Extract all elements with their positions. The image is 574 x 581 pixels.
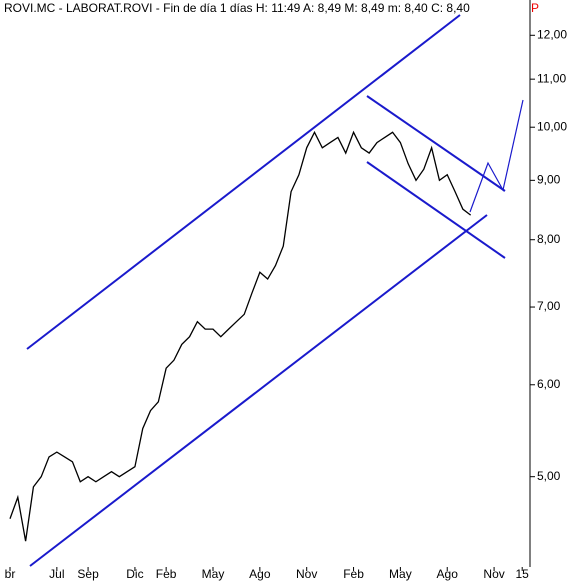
x-tick-label: Nov [296,567,317,581]
x-tick-label: Ago [437,567,459,581]
x-tick-label: Nov [483,567,504,581]
y-tick-label: 10,00 [537,119,567,133]
chart-title: ROVI.MC - LABORAT.ROVI - Fin de día 1 dí… [4,1,470,15]
forecast-path [469,99,524,213]
x-tick-label: br [5,567,16,581]
trend-lines [26,14,524,567]
x-tick-label: 15 [516,567,530,581]
x-tick-label: May [202,567,225,581]
y-tick-label: 5,00 [537,469,561,483]
flag: P [531,1,539,15]
x-tick-label: Feb [156,567,177,581]
x-tick-label: Dic [126,567,143,581]
down-channel-upper [366,95,506,192]
y-tick-label: 8,00 [537,232,561,246]
y-tick-label: 11,00 [537,71,566,85]
y-tick-label: 7,00 [537,299,561,313]
y-tick-label: 9,00 [537,173,561,187]
down-channel-lower [366,161,506,259]
x-tick-label: Jul [49,567,64,581]
x-tick-label: Ago [249,567,271,581]
price-line [9,130,472,542]
x-tick-label: Feb [343,567,364,581]
x-tick-label: Sep [77,567,99,581]
channel-upper [26,14,461,350]
y-tick-label: 12,00 [537,27,567,41]
x-tick-label: May [389,567,412,581]
y-tick-label: 6,00 [537,377,561,391]
channel-lower [29,214,488,567]
